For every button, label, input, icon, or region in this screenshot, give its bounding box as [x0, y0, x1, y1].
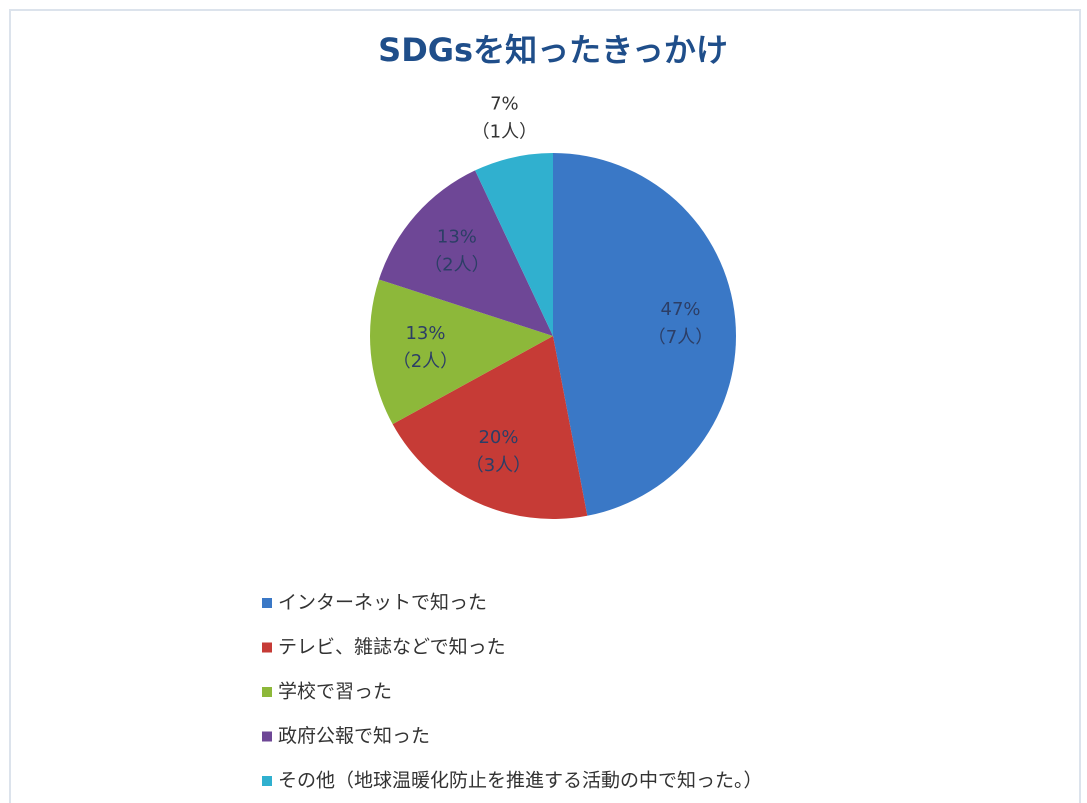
- chart-title: SDGsを知ったきっかけ: [378, 31, 728, 69]
- data-label: （7人）: [648, 327, 713, 348]
- legend-label: 学校で習った: [278, 681, 392, 703]
- legend-swatch: [262, 776, 272, 786]
- data-label: （3人）: [466, 455, 531, 476]
- data-label: （1人）: [472, 121, 537, 142]
- data-label: 13%: [405, 323, 445, 344]
- pie-slice: [378, 170, 553, 336]
- legend-swatch: [262, 687, 272, 697]
- legend-label: テレビ、雑誌などで知った: [278, 636, 506, 658]
- pie-slice: [475, 153, 553, 336]
- data-label: 20%: [478, 427, 518, 448]
- pie-slice: [392, 336, 588, 519]
- data-label: （2人）: [424, 254, 489, 275]
- legend-swatch: [262, 731, 272, 742]
- data-label: 7%: [490, 93, 519, 114]
- pie-slice: [370, 279, 553, 425]
- data-label: 47%: [661, 299, 701, 320]
- legend-label: 政府公報で知った: [278, 725, 430, 747]
- legend-label: インターネットで知った: [278, 592, 487, 614]
- legend-swatch: [262, 642, 272, 653]
- legend-label: その他（地球温暖化防止を推進する活動の中で知った。）: [278, 770, 763, 792]
- data-label: （2人）: [393, 351, 458, 372]
- legend-swatch: [262, 598, 272, 608]
- pie-slice: [553, 153, 736, 516]
- data-label: 13%: [437, 226, 477, 247]
